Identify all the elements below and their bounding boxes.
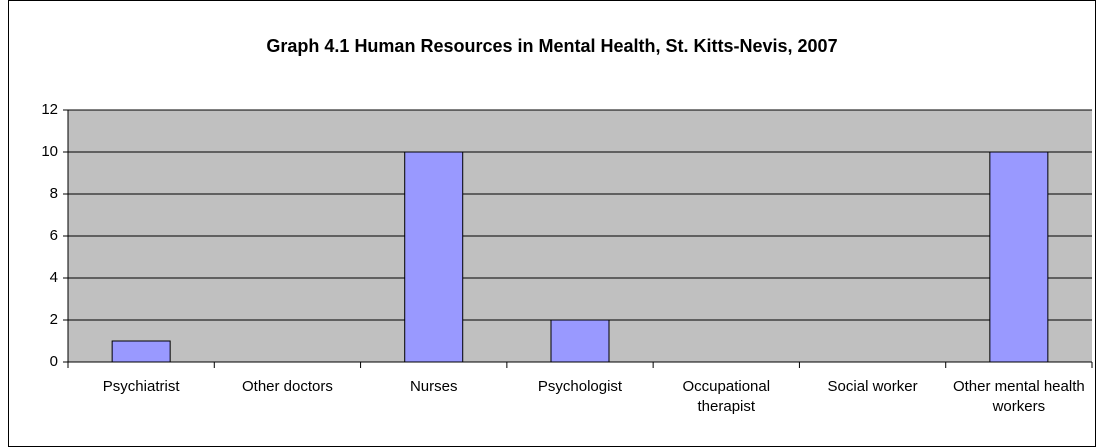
y-tick-label: 8	[50, 185, 58, 202]
bar	[989, 151, 1049, 363]
y-tick-label: 4	[50, 269, 58, 286]
y-tick-label: 6	[50, 227, 58, 244]
x-tick-label: Social worker	[827, 378, 918, 395]
x-tick-label: Other mental health workers	[952, 378, 1085, 415]
x-tick-label: Occupational therapist	[682, 378, 771, 415]
x-tick-label: Other doctors	[241, 378, 333, 395]
chart-title: Graph 4.1 Human Resources in Mental Heal…	[266, 36, 837, 56]
bar	[111, 340, 171, 363]
x-tick-label: Psychiatrist	[102, 378, 180, 395]
bar	[404, 151, 464, 363]
bar	[550, 319, 610, 363]
y-tick-label: 10	[41, 143, 58, 160]
y-tick-label: 2	[50, 311, 58, 328]
y-tick-label: 12	[41, 101, 58, 118]
x-tick-label: Psychologist	[537, 378, 623, 395]
x-tick-label: Nurses	[409, 378, 458, 395]
y-tick-label: 0	[50, 353, 58, 370]
